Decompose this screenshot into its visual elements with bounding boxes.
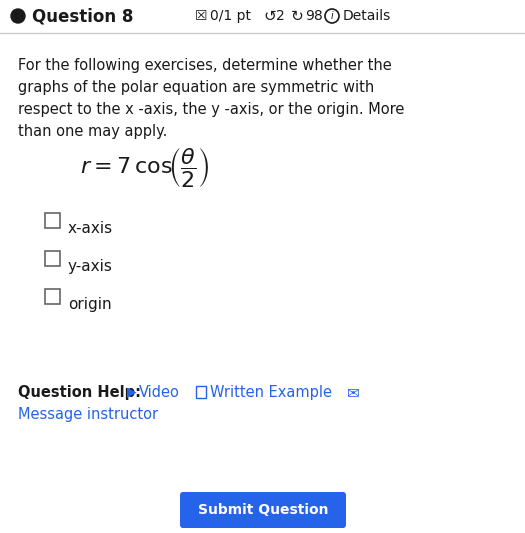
Text: Question Help:: Question Help: (18, 385, 141, 400)
Text: 2: 2 (276, 9, 285, 23)
FancyBboxPatch shape (180, 492, 346, 528)
Text: Question 8: Question 8 (32, 7, 133, 25)
Circle shape (11, 9, 25, 23)
Text: $r = 7\,\mathrm{cos}\!\left(\dfrac{\theta}{2}\right)$: $r = 7\,\mathrm{cos}\!\left(\dfrac{\thet… (80, 147, 209, 190)
Text: For the following exercises, determine whether the: For the following exercises, determine w… (18, 58, 392, 73)
Text: graphs of the polar equation are symmetric with: graphs of the polar equation are symmetr… (18, 80, 374, 95)
FancyBboxPatch shape (45, 251, 60, 266)
Text: ▶: ▶ (127, 385, 136, 398)
Text: y-axis: y-axis (68, 259, 113, 274)
Text: x-axis: x-axis (68, 221, 113, 236)
Text: 98: 98 (305, 9, 323, 23)
Text: Submit Question: Submit Question (198, 503, 328, 517)
Text: Video: Video (139, 385, 180, 400)
FancyBboxPatch shape (45, 213, 60, 228)
Text: Details: Details (343, 9, 391, 23)
Text: respect to the x -axis, the y -axis, or the origin. More: respect to the x -axis, the y -axis, or … (18, 102, 404, 117)
FancyBboxPatch shape (45, 289, 60, 304)
Text: 0/1 pt: 0/1 pt (210, 9, 251, 23)
Text: origin: origin (68, 297, 112, 312)
Text: Message instructor: Message instructor (18, 407, 158, 422)
Text: ↺: ↺ (263, 9, 276, 23)
Text: ✉: ✉ (347, 385, 360, 400)
Text: than one may apply.: than one may apply. (18, 124, 167, 139)
Text: ☒: ☒ (195, 9, 207, 23)
Text: i: i (331, 11, 333, 21)
FancyBboxPatch shape (196, 386, 206, 398)
Text: ↻: ↻ (291, 9, 304, 23)
Text: Written Example: Written Example (210, 385, 332, 400)
